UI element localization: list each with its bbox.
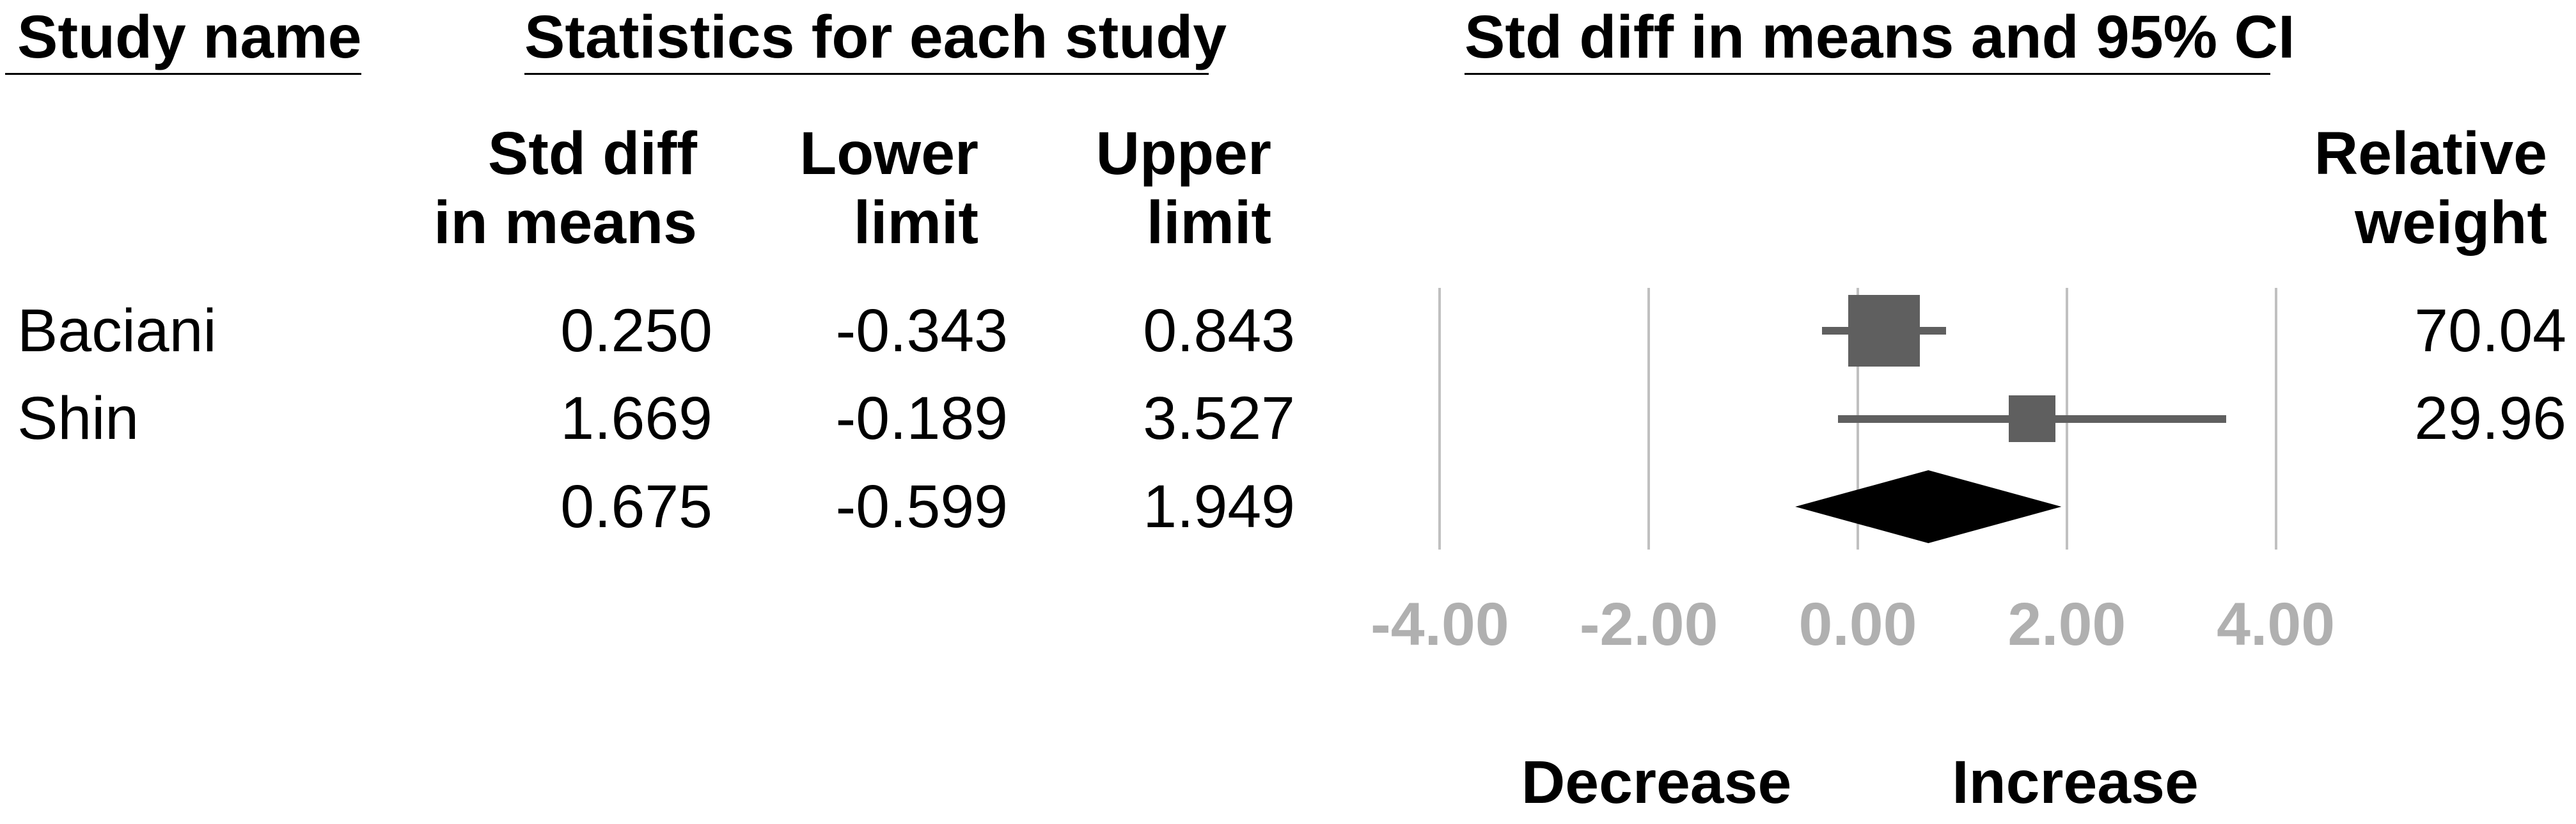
study-row: Baciani 0.250 -0.343 0.843 70.04	[0, 296, 2576, 365]
study-name-cell: Shin	[17, 384, 139, 452]
col-header-std-diff-line2: in means	[434, 189, 697, 257]
study-row: Shin 1.669 -0.189 3.527 29.96	[0, 388, 2576, 449]
plot-gridline	[1647, 288, 1651, 550]
mean-square-marker	[1848, 294, 1920, 367]
mean-square-marker	[2009, 395, 2056, 443]
col-header-upper-limit-line2: limit	[1146, 189, 1271, 257]
col-header-lower-limit-line1: Lower	[799, 120, 978, 187]
direction-label-increase: Increase	[1952, 749, 2199, 816]
plot-group-title: Std diff in means and 95% CI	[1465, 3, 2295, 71]
direction-label-decrease: Decrease	[1521, 749, 1792, 816]
col-header-std-diff: Std diff in means	[434, 119, 697, 257]
cell-std-diff: 0.675	[560, 472, 712, 541]
cell-std-diff: 1.669	[560, 384, 712, 452]
cell-std-diff: 0.250	[560, 296, 712, 365]
col-header-relative-weight: Relative weight	[2314, 119, 2547, 257]
study-name-underline	[5, 73, 361, 75]
x-axis-tick-label: -2.00	[1579, 590, 1718, 658]
col-header-upper-limit-line1: Upper	[1096, 120, 1271, 187]
plot-gridline	[1438, 288, 1441, 550]
cell-relative-weight: 70.04	[2414, 296, 2566, 365]
statistics-group-title: Statistics for each study	[524, 3, 1227, 71]
plot-gridline	[2274, 288, 2277, 550]
cell-upper-limit: 3.527	[1143, 384, 1295, 452]
cell-lower-limit: -0.189	[835, 384, 1008, 452]
cell-lower-limit: -0.599	[835, 472, 1008, 541]
cell-upper-limit: 0.843	[1143, 296, 1295, 365]
col-header-lower-limit: Lower limit	[799, 119, 978, 257]
x-axis-tick-label: 4.00	[2217, 590, 2336, 658]
summary-row: 0.675 -0.599 1.949	[0, 472, 2576, 541]
statistics-group-underline	[524, 73, 1209, 75]
study-name-group-title: Study name	[17, 3, 362, 71]
col-header-upper-limit: Upper limit	[1096, 119, 1271, 257]
cell-upper-limit: 1.949	[1143, 472, 1295, 541]
x-axis-tick-label: -4.00	[1370, 590, 1509, 658]
cell-lower-limit: -0.343	[835, 296, 1008, 365]
cell-relative-weight: 29.96	[2414, 384, 2566, 452]
col-header-relative-weight-line1: Relative	[2314, 120, 2547, 187]
plot-group-underline	[1465, 73, 2270, 75]
col-header-relative-weight-line2: weight	[2355, 189, 2547, 257]
study-name-cell: Baciani	[17, 296, 217, 365]
col-header-lower-limit-line2: limit	[853, 189, 978, 257]
x-axis-tick-label: 0.00	[1798, 590, 1917, 658]
x-axis-tick-label: 2.00	[2007, 590, 2126, 658]
col-header-std-diff-line1: Std diff	[487, 120, 697, 187]
